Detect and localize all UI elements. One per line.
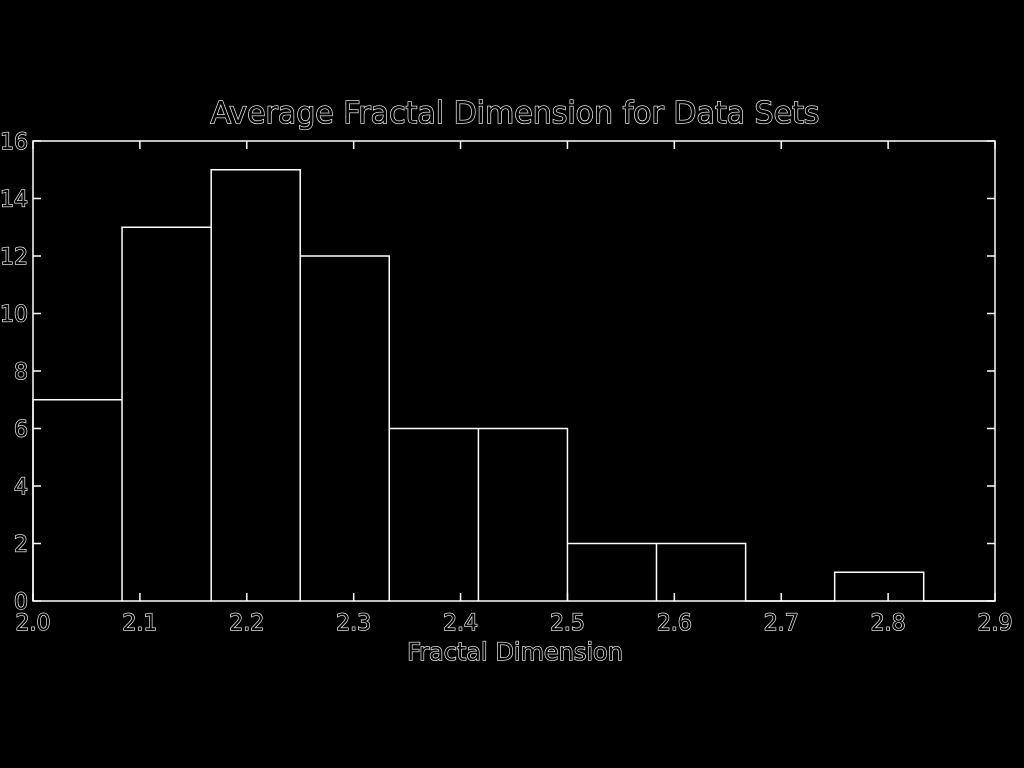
x-tick-label: 2.0 [16, 611, 51, 636]
histogram-bar [211, 170, 300, 601]
x-tick-label: 2.7 [764, 611, 799, 636]
histogram-bar [300, 256, 389, 601]
plot-frame [32, 140, 996, 602]
y-tick-label: 6 [14, 418, 28, 443]
x-tick-label: 2.3 [336, 611, 371, 636]
y-tick-label: 12 [0, 245, 28, 270]
histogram-bar [835, 572, 924, 601]
histogram-bar [567, 544, 656, 602]
x-axis-ticks: 2.0 2.1 2.2 2.3 2.4 2.5 2.6 2.7 2.8 2.9 [15, 141, 1013, 637]
x-tick-label: 2.9 [978, 611, 1013, 636]
x-tick-label: 2.1 [122, 611, 157, 636]
chart-title: Average Fractal Dimension for Data Sets [211, 96, 820, 131]
y-tick-label: 14 [0, 188, 28, 213]
y-tick-label: 16 [0, 130, 28, 155]
x-tick-label: 2.8 [871, 611, 906, 636]
x-axis-label: Fractal Dimension [407, 638, 623, 666]
x-tick-label: 2.5 [550, 611, 585, 636]
histogram-bar [478, 429, 567, 602]
y-tick-label: 2 [14, 533, 28, 558]
histogram-bar [33, 400, 122, 601]
y-tick-label: 10 [0, 303, 28, 328]
y-tick-label: 4 [14, 475, 28, 500]
y-tick-label: 0 [14, 590, 28, 615]
histogram-bar [122, 227, 211, 601]
histogram-bar [389, 429, 478, 602]
histogram-bar [656, 544, 745, 602]
x-tick-label: 2.4 [443, 611, 478, 636]
histogram-outline [32, 169, 995, 602]
y-axis-ticks: 0 2 4 6 8 10 12 14 16 [0, 129, 995, 616]
x-tick-label: 2.2 [229, 611, 264, 636]
x-tick-label: 2.6 [657, 611, 692, 636]
y-tick-label: 8 [14, 360, 28, 385]
